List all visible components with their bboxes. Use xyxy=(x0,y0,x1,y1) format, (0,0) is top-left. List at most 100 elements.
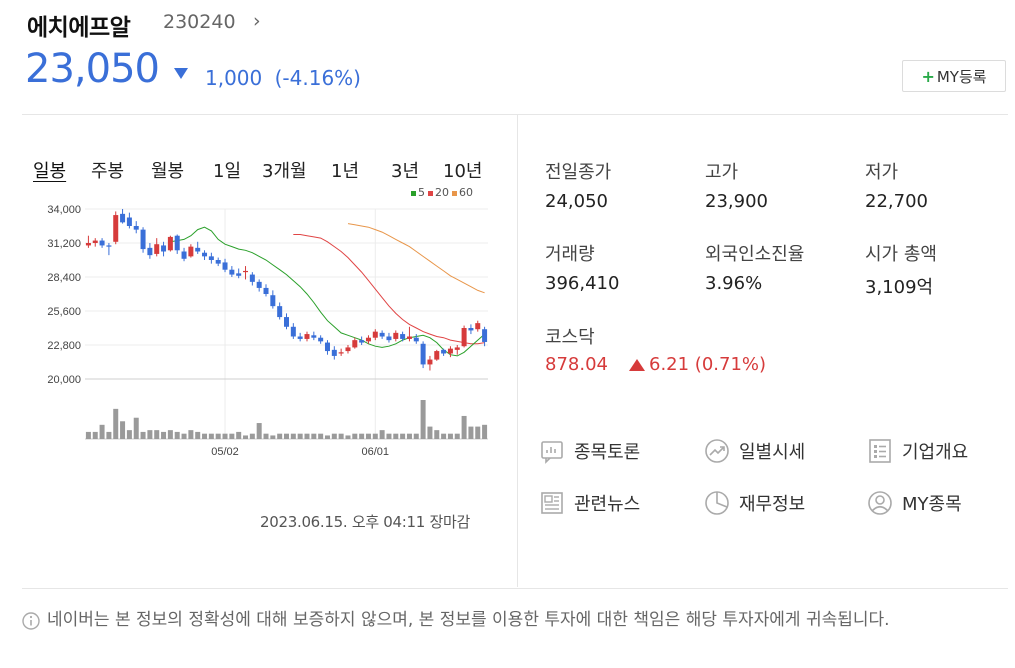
candle-body xyxy=(133,226,139,230)
volume-bar xyxy=(338,433,344,439)
candle-body xyxy=(154,244,160,254)
volume-bar xyxy=(331,433,337,439)
volume-bar xyxy=(352,433,358,439)
stat-value: 3.96% xyxy=(705,273,763,294)
volume-bar xyxy=(202,433,208,439)
candle-body xyxy=(359,340,365,343)
volume-bar xyxy=(174,431,180,439)
ma20-line xyxy=(293,234,485,345)
stock-name: 에치에프알 xyxy=(27,15,131,41)
volume-bar xyxy=(284,433,289,439)
change-amount: 1,000 xyxy=(205,66,263,90)
tab-10year[interactable]: 10년 xyxy=(443,161,483,182)
x-tick-label: 05/02 xyxy=(211,446,239,458)
volume-bar xyxy=(441,433,447,439)
tab-weekly[interactable]: 주봉 xyxy=(91,161,125,182)
candle-body xyxy=(454,347,460,350)
pie-chart-icon xyxy=(705,491,729,515)
candle-body xyxy=(386,336,392,341)
stat-high: 고가 23,900 xyxy=(705,158,768,212)
price-change: 1,000 (-4.16%) xyxy=(205,66,361,90)
stat-label: 시가 총액 xyxy=(865,244,937,265)
vertical-divider xyxy=(517,115,518,587)
tab-daily[interactable]: 일봉 xyxy=(33,161,67,182)
volume-bar xyxy=(427,426,433,439)
candle-body xyxy=(249,274,255,282)
link-label: MY종목 xyxy=(902,494,962,515)
candle-body xyxy=(461,328,467,347)
user-icon xyxy=(868,491,892,515)
candle-body xyxy=(379,332,385,337)
candle-body xyxy=(85,243,91,246)
candle-body xyxy=(468,328,474,331)
candle-body xyxy=(284,317,289,327)
kosdaq-change: 6.21 (0.71%) xyxy=(649,354,767,375)
candle-body xyxy=(120,213,126,223)
link-related-news[interactable]: 관련뉴스 xyxy=(539,490,640,516)
stock-chart[interactable]: 34,000 31,200 28,400 25,600 22,800 20,000 05/0… xyxy=(22,198,502,468)
stat-value: 396,410 xyxy=(545,273,620,294)
volume-bar xyxy=(420,400,426,439)
volume-bar xyxy=(236,431,242,439)
candle-body xyxy=(297,336,303,339)
link-label: 재무정보 xyxy=(739,494,806,515)
candle-body xyxy=(318,337,324,342)
candle-body xyxy=(161,245,167,252)
stat-label: 저가 xyxy=(865,162,899,183)
stat-label: 외국인소진율 xyxy=(705,244,805,265)
link-company-overview[interactable]: 기업개요 xyxy=(867,438,968,464)
candle-body xyxy=(113,215,119,242)
period-tabs: 일봉 주봉 월봉 1일 3개월 1년 3년 10년 xyxy=(0,157,520,183)
disclaimer: 네이버는 본 정보의 정확성에 대해 보증하지 않으며, 본 정보를 이용한 투… xyxy=(22,608,1012,633)
volume-bar xyxy=(413,433,419,439)
candle-body xyxy=(202,252,208,257)
candle-body xyxy=(311,335,317,338)
candle-body xyxy=(427,359,433,365)
volume-bar xyxy=(290,433,296,439)
candle-body xyxy=(413,337,419,342)
volume-bar xyxy=(318,433,324,439)
volume-bar xyxy=(243,435,249,439)
y-tick-label: 31,200 xyxy=(47,238,81,250)
link-label: 관련뉴스 xyxy=(574,494,641,515)
candle-body xyxy=(243,270,249,273)
stat-value: 23,900 xyxy=(705,191,768,212)
link-daily-price[interactable]: 일별시세 xyxy=(704,438,805,464)
stock-code[interactable]: 230240 xyxy=(163,11,236,33)
stat-label: 거래량 xyxy=(545,244,595,265)
tab-1day[interactable]: 1일 xyxy=(213,161,242,182)
my-register-button[interactable]: + MY등록 xyxy=(902,60,1006,92)
volume-bar xyxy=(106,431,112,439)
volume-bar xyxy=(229,433,235,439)
legend-ma5: 5 xyxy=(411,186,425,199)
candle-body xyxy=(447,348,453,354)
candle-body xyxy=(92,240,98,243)
volume-bar xyxy=(126,430,132,439)
chevron-right-icon[interactable]: › xyxy=(253,10,261,32)
volume-bar xyxy=(359,433,365,439)
bottom-divider xyxy=(22,588,1008,589)
change-percent: (-4.16%) xyxy=(274,66,361,90)
volume-bar xyxy=(365,433,371,439)
candle-body xyxy=(236,273,242,276)
link-financials[interactable]: 재무정보 xyxy=(704,490,805,516)
tab-monthly[interactable]: 월봉 xyxy=(151,161,185,182)
candle-body xyxy=(167,236,173,251)
stat-foreign-ratio: 외국인소진율 3.96% xyxy=(705,240,804,294)
candle-body xyxy=(331,349,337,356)
volume-bar xyxy=(85,431,91,439)
volume-bar xyxy=(434,430,440,439)
link-discussion[interactable]: 종목토론 xyxy=(539,438,640,464)
y-tick-label: 25,600 xyxy=(47,306,81,318)
link-my-stocks[interactable]: MY종목 xyxy=(867,490,962,516)
trend-icon xyxy=(705,439,729,463)
candle-body xyxy=(106,245,112,247)
volume-bar xyxy=(372,433,378,439)
tab-3month[interactable]: 3개월 xyxy=(262,161,307,182)
tab-3year[interactable]: 3년 xyxy=(391,161,420,182)
volume-bar xyxy=(181,433,187,439)
tab-1year[interactable]: 1년 xyxy=(331,161,360,182)
volume-bar xyxy=(311,433,317,439)
kosdaq-value: 878.04 xyxy=(545,354,608,375)
volume-bar xyxy=(147,430,153,439)
